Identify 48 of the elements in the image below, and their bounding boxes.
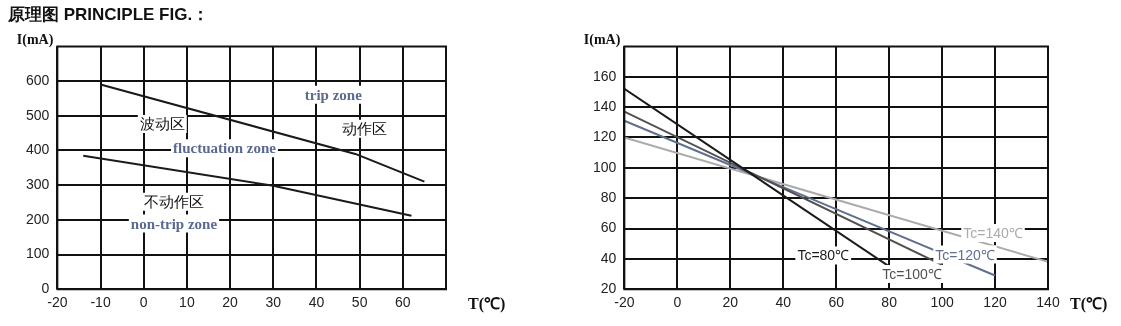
series-label: Tc=140℃: [963, 224, 1023, 241]
x-tick-label: -20: [47, 294, 68, 311]
y-tick-label: 100: [26, 245, 50, 262]
y-tick-label: 80: [600, 189, 617, 206]
chart-title: 原理图 PRINCIPLE FIG.：: [8, 4, 210, 26]
x-tick-label: -10: [90, 294, 111, 311]
y-tick-label: 400: [26, 141, 50, 158]
series-label: Tc=100℃: [882, 265, 942, 282]
y-tick-label: 20: [600, 280, 617, 297]
annotation: non-trip zone: [130, 215, 218, 232]
annotation: trip zone: [304, 86, 363, 103]
y-tick-label: 0: [41, 280, 50, 297]
y-tick-label: 160: [593, 67, 617, 84]
x-tick-label: 20: [722, 294, 739, 311]
y-axis-title: I(mA): [583, 32, 621, 49]
x-axis-title: T(℃): [468, 295, 506, 314]
y-tick-label: 60: [600, 219, 617, 236]
series-label: Tc=80℃: [797, 247, 850, 264]
annotation: 波动区: [139, 114, 185, 132]
x-tick-label: 60: [828, 294, 845, 311]
annotation: 不动作区: [143, 192, 204, 210]
y-axis-title: I(mA): [16, 32, 54, 49]
x-tick-label: -20: [614, 294, 635, 311]
x-tick-label: 10: [179, 294, 195, 311]
y-tick-label: 200: [26, 210, 50, 227]
x-tick-label: 80: [881, 294, 898, 311]
x-tick-label: 120: [983, 294, 1007, 311]
y-tick-label: 140: [593, 97, 617, 114]
x-tick-label: 20: [222, 294, 239, 311]
x-tick-label: 100: [930, 294, 954, 311]
x-tick-label: 0: [673, 294, 682, 311]
x-axis-title: T(℃): [1070, 295, 1108, 314]
y-tick-label: 600: [26, 71, 50, 88]
annotation: fluctuation zone: [173, 140, 277, 157]
y-tick-label: 500: [26, 106, 50, 123]
x-tick-label: 140: [1036, 294, 1060, 311]
x-tick-label: 0: [139, 294, 148, 311]
y-tick-label: 120: [593, 128, 617, 145]
x-tick-label: 30: [265, 294, 282, 311]
series-label: Tc=120℃: [935, 246, 995, 263]
annotation: 动作区: [341, 119, 387, 137]
x-tick-label: 60: [395, 294, 411, 311]
x-tick-label: 50: [351, 294, 368, 311]
x-tick-label: 40: [775, 294, 792, 311]
x-tick-label: 40: [308, 294, 325, 311]
y-tick-label: 300: [26, 176, 50, 192]
y-tick-label: 40: [600, 249, 617, 266]
y-tick-label: 100: [593, 158, 617, 175]
